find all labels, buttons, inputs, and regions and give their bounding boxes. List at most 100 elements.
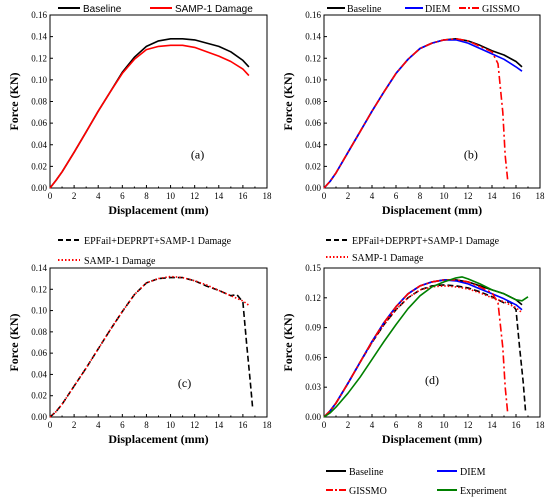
y-tick-label: 0.10 xyxy=(305,75,321,85)
x-tick-label: 2 xyxy=(72,191,77,201)
panel-label: (c) xyxy=(178,376,191,390)
legend-b-label-2: GISSMO xyxy=(482,4,520,15)
panel-b: 0 2 4 6 8 10 12 14 16 18 0.00 0.02 0.04 0.06 0.08 0.10 0… xyxy=(281,10,545,217)
y-tick-label: 0.16 xyxy=(31,10,47,20)
panel-label: (a) xyxy=(191,148,204,162)
x-tick-label: 10 xyxy=(440,191,450,201)
x-tick-label: 14 xyxy=(214,420,224,430)
series-line-samp-1-damage xyxy=(49,275,250,418)
legend-b-label-1: DIEM xyxy=(425,4,451,15)
series-line-samp-1-damage xyxy=(49,44,250,189)
y-tick-label: 0.06 xyxy=(31,118,47,128)
series-line-baseline xyxy=(49,37,250,189)
y-tick-label: 0.04 xyxy=(31,140,47,150)
x-tick-label: 14 xyxy=(488,191,498,201)
legend-d-label-5: Experiment xyxy=(460,486,507,497)
y-tick-label: 0.12 xyxy=(305,293,321,303)
y-tick-label: 0.02 xyxy=(305,161,321,171)
x-tick-label: 18 xyxy=(263,191,273,201)
y-tick-label: 0.03 xyxy=(305,382,321,392)
x-axis-label: Displacement (mm) xyxy=(108,203,208,217)
x-tick-label: 4 xyxy=(96,191,101,201)
x-tick-label: 2 xyxy=(346,191,351,201)
legend-c-label-0: EPFail+DEPRPT+SAMP-1 Damage xyxy=(84,236,232,247)
legend-b: Baseline DIEM GISSMO xyxy=(327,4,520,15)
panel-a: 0 2 4 6 8 10 12 14 16 18 0.00 0.02 0.04 0.06 0.08 0.10 0… xyxy=(7,10,272,217)
x-tick-label: 18 xyxy=(263,420,273,430)
legend-d-label-3: DIEM xyxy=(460,467,486,478)
x-tick-label: 10 xyxy=(166,191,176,201)
legend-d-bottom: Baseline DIEM GISSMO Experiment xyxy=(326,467,507,497)
y-tick-label: 0.10 xyxy=(31,75,47,85)
y-tick-label: 0.04 xyxy=(31,369,47,379)
y-tick-label: 0.04 xyxy=(305,140,321,150)
x-tick-label: 12 xyxy=(464,191,473,201)
x-tick-label: 8 xyxy=(418,191,423,201)
legend-a-label-0: Baseline xyxy=(83,4,122,15)
plot-frame-b xyxy=(323,14,541,189)
panel-d: 0 2 4 6 8 10 12 14 16 18 0.00 0.03 0.06 0.09 0.12 0.15 D… xyxy=(281,263,545,446)
x-tick-label: 8 xyxy=(418,420,423,430)
x-tick-label: 14 xyxy=(214,191,224,201)
series-line-experiment xyxy=(323,276,529,418)
legend-d-label-0: EPFail+DEPRPT+SAMP-1 Damage xyxy=(352,236,500,247)
legend-d-label-2: Baseline xyxy=(349,467,384,478)
x-tick-label: 16 xyxy=(238,420,248,430)
series-line-baseline xyxy=(323,37,523,189)
legend-b-label-0: Baseline xyxy=(347,4,382,15)
y-axis-label: Force (KN) xyxy=(7,72,21,130)
legend-a: Baseline SAMP-1 Damage xyxy=(58,4,253,15)
series-line-epfail-deprpt-samp-1-damage xyxy=(49,276,254,418)
panels: 0 2 4 6 8 10 12 14 16 18 0.00 0.02 0.04 0.06 0.08 0.10 0… xyxy=(7,10,545,446)
x-tick-label: 8 xyxy=(144,420,149,430)
y-axis-label: Force (KN) xyxy=(7,313,21,371)
x-tick-label: 10 xyxy=(440,420,450,430)
y-tick-label: 0.09 xyxy=(305,323,321,333)
y-tick-label: 0.06 xyxy=(305,118,321,128)
panel-label: (b) xyxy=(464,148,478,162)
x-tick-label: 18 xyxy=(536,420,546,430)
x-tick-label: 4 xyxy=(370,191,375,201)
plot-frame-d xyxy=(323,267,541,418)
y-axis-label: Force (KN) xyxy=(281,313,295,371)
x-tick-label: 0 xyxy=(322,420,327,430)
plot-frame-c xyxy=(49,267,268,418)
y-tick-label: 0.06 xyxy=(305,352,321,362)
x-tick-label: 0 xyxy=(48,191,53,201)
y-tick-label: 0.08 xyxy=(31,327,47,337)
y-tick-label: 0.12 xyxy=(305,53,321,63)
panel-c: 0 2 4 6 8 10 12 14 16 18 0.00 0.02 0.04 0.06 0.08 0.10 0… xyxy=(7,263,272,446)
x-tick-label: 6 xyxy=(394,191,399,201)
y-tick-label: 0.08 xyxy=(305,97,321,107)
series-line-baseline xyxy=(323,279,523,418)
y-tick-label: 0.00 xyxy=(31,183,47,193)
y-tick-label: 0.14 xyxy=(31,32,47,42)
panel-label: (d) xyxy=(425,373,439,387)
x-tick-label: 16 xyxy=(512,420,522,430)
y-tick-label: 0.12 xyxy=(31,53,47,63)
x-axis-label: Displacement (mm) xyxy=(382,203,482,217)
y-tick-label: 0.00 xyxy=(305,183,321,193)
y-tick-label: 0.15 xyxy=(305,263,321,273)
legend-c-label-1: SAMP-1 Damage xyxy=(84,256,156,267)
y-tick-label: 0.02 xyxy=(31,391,47,401)
y-tick-label: 0.00 xyxy=(305,412,321,422)
x-tick-label: 12 xyxy=(190,420,199,430)
series-line-gissmo xyxy=(323,37,509,189)
x-tick-label: 0 xyxy=(322,191,327,201)
x-axis-label: Displacement (mm) xyxy=(382,432,482,446)
x-tick-label: 6 xyxy=(120,191,125,201)
x-tick-label: 16 xyxy=(512,191,522,201)
series-line-epfail-deprpt-samp-1-damage xyxy=(323,284,527,418)
y-tick-label: 0.02 xyxy=(31,161,47,171)
y-tick-label: 0.14 xyxy=(31,263,47,273)
y-tick-label: 0.16 xyxy=(305,10,321,20)
x-tick-label: 4 xyxy=(96,420,101,430)
y-tick-label: 0.06 xyxy=(31,348,47,358)
x-tick-label: 18 xyxy=(536,191,546,201)
x-tick-label: 2 xyxy=(346,420,351,430)
x-tick-label: 12 xyxy=(190,191,199,201)
series-line-diem xyxy=(323,279,523,418)
y-tick-label: 0.08 xyxy=(31,97,47,107)
